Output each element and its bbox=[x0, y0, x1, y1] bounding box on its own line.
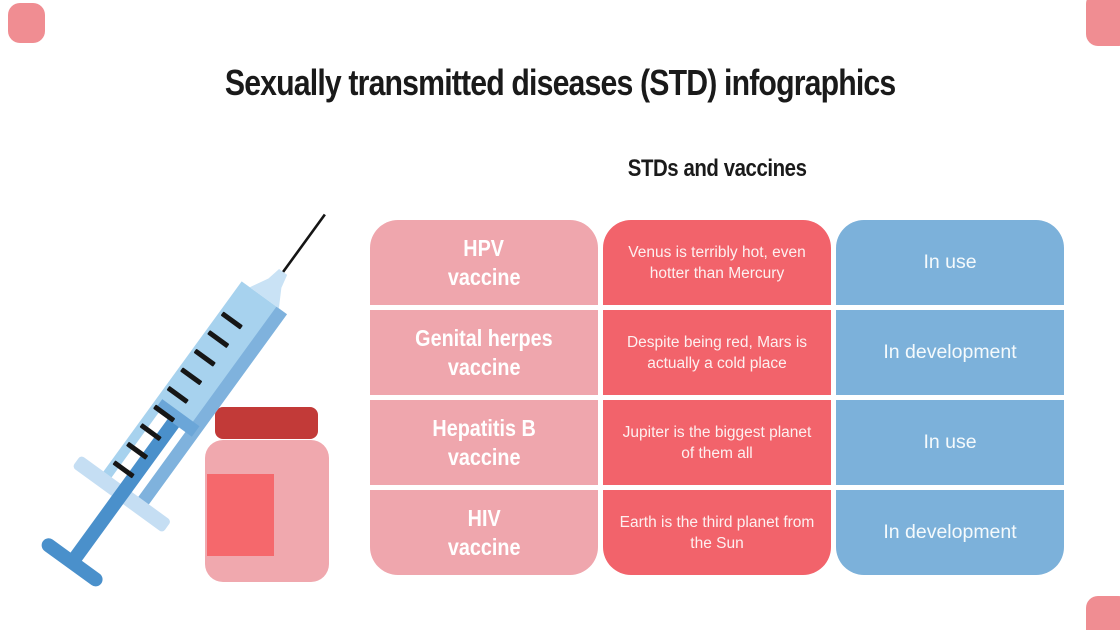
vaccine-description-cell: Despite being red, Mars is actually a co… bbox=[603, 310, 831, 395]
vaccine-status: In development bbox=[883, 521, 1017, 543]
vaccine-description-cell: Jupiter is the biggest planet of them al… bbox=[603, 400, 831, 485]
corner-accent-bottom-right bbox=[1086, 596, 1120, 630]
vaccine-description: Earth is the third planet from the Sun bbox=[619, 513, 815, 552]
vaccine-description-cell: Earth is the third planet from the Sun bbox=[603, 490, 831, 575]
corner-accent-top-right bbox=[1086, 0, 1120, 46]
vaccine-name-line2: vaccine bbox=[447, 443, 521, 470]
vaccine-name-line1: Genital herpes bbox=[415, 324, 553, 351]
vaccine-name-cell: HPV vaccine bbox=[370, 220, 598, 305]
syringe-icon bbox=[41, 213, 326, 587]
vaccine-status: In use bbox=[923, 431, 977, 453]
vaccine-name-cell: Hepatitis B vaccine bbox=[370, 400, 598, 485]
vaccine-status-cell: In development bbox=[836, 490, 1064, 575]
vaccine-status-cell: In development bbox=[836, 310, 1064, 395]
vaccine-name-line1: Hepatitis B bbox=[432, 414, 536, 441]
vaccine-status: In development bbox=[883, 341, 1017, 363]
vaccine-name-line2: vaccine bbox=[447, 353, 521, 380]
vaccine-name-line1: HIV bbox=[467, 504, 501, 531]
vaccine-description: Despite being red, Mars is actually a co… bbox=[626, 333, 808, 372]
vaccine-vial-icon bbox=[205, 407, 329, 582]
vaccine-status-cell: In use bbox=[836, 400, 1064, 485]
corner-accent-top-left bbox=[8, 3, 45, 43]
vaccine-description: Venus is terribly hot, even hotter than … bbox=[628, 243, 806, 282]
vaccine-status: In use bbox=[923, 251, 977, 273]
vaccine-name-line2: vaccine bbox=[447, 533, 521, 560]
vaccine-description: Jupiter is the biggest planet of them al… bbox=[622, 423, 812, 462]
page-title: Sexually transmitted diseases (STD) info… bbox=[224, 62, 896, 103]
vaccine-name-line1: HPV bbox=[463, 234, 505, 261]
vaccine-name-cell: Genital herpes vaccine bbox=[370, 310, 598, 395]
vaccine-description-cell: Venus is terribly hot, even hotter than … bbox=[603, 220, 831, 305]
vaccine-status-cell: In use bbox=[836, 220, 1064, 305]
vaccine-name-line2: vaccine bbox=[447, 263, 521, 290]
vaccine-table: HPV vaccine Venus is terribly hot, even … bbox=[370, 220, 1064, 575]
table-heading: STDs and vaccines bbox=[627, 155, 807, 182]
vaccine-name-cell: HIV vaccine bbox=[370, 490, 598, 575]
syringe-and-vial-illustration bbox=[41, 213, 329, 587]
